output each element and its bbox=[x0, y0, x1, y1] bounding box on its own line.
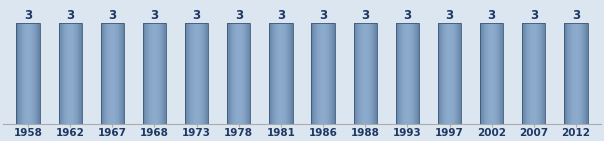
Bar bbox=[522, 23, 545, 124]
Text: 3: 3 bbox=[24, 9, 32, 22]
Bar bbox=[101, 23, 124, 124]
Text: 3: 3 bbox=[277, 9, 285, 22]
Bar bbox=[269, 23, 292, 124]
Text: 3: 3 bbox=[530, 9, 538, 22]
Bar bbox=[185, 23, 208, 124]
Text: 3: 3 bbox=[193, 9, 201, 22]
Text: 3: 3 bbox=[235, 9, 243, 22]
Bar bbox=[227, 23, 251, 124]
Text: 3: 3 bbox=[403, 9, 411, 22]
Bar bbox=[396, 23, 419, 124]
Text: 3: 3 bbox=[319, 9, 327, 22]
Bar bbox=[59, 23, 82, 124]
Text: 3: 3 bbox=[487, 9, 496, 22]
Bar bbox=[480, 23, 503, 124]
Text: 3: 3 bbox=[108, 9, 117, 22]
Bar bbox=[312, 23, 335, 124]
Text: 3: 3 bbox=[66, 9, 74, 22]
Bar bbox=[438, 23, 461, 124]
Bar bbox=[16, 23, 40, 124]
Bar bbox=[143, 23, 166, 124]
Bar bbox=[564, 23, 588, 124]
Text: 3: 3 bbox=[445, 9, 454, 22]
Text: 3: 3 bbox=[361, 9, 369, 22]
Text: 3: 3 bbox=[150, 9, 159, 22]
Bar bbox=[353, 23, 377, 124]
Text: 3: 3 bbox=[572, 9, 580, 22]
